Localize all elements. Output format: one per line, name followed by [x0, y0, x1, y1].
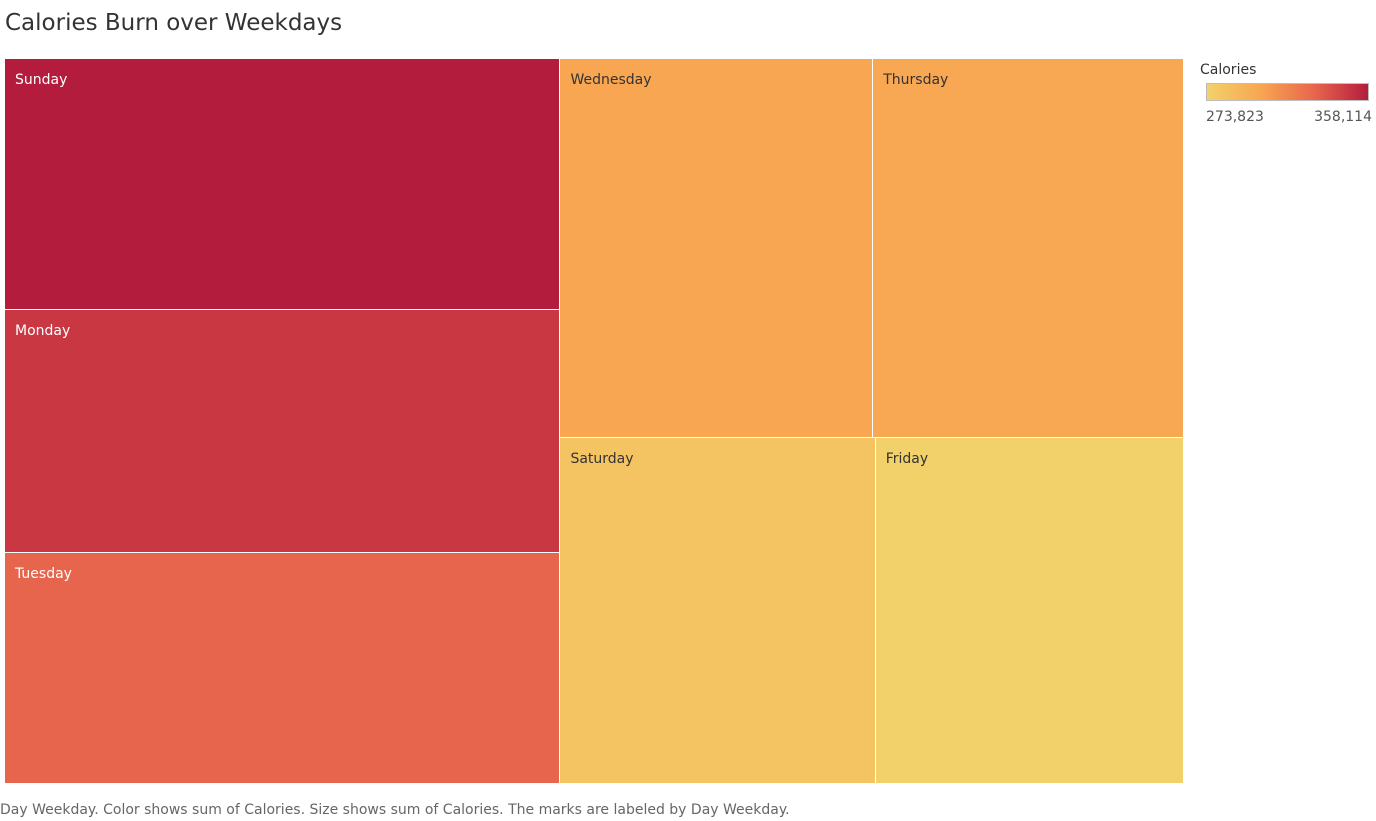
tile-label-saturday: Saturday [570, 451, 634, 468]
tile-label-friday: Friday [885, 451, 929, 468]
tile-label-tuesday: Tuesday [15, 565, 72, 582]
treemap-tile-saturday[interactable]: Saturday [560, 438, 875, 783]
treemap-tile-thursday[interactable]: Thursday [873, 59, 1183, 438]
tile-label-monday: Monday [15, 322, 71, 339]
chart-title: Calories Burn over Weekdays [5, 10, 343, 36]
legend-min-value: 273,823 [1206, 109, 1264, 125]
legend-title: Calories [1200, 62, 1257, 78]
treemap-tile-tuesday[interactable]: Tuesday [5, 552, 560, 783]
treemap-tile-sunday[interactable]: Sunday [5, 59, 560, 309]
color-legend: Calories 273,823 358,114 [1200, 62, 1372, 125]
tile-label-wednesday: Wednesday [570, 72, 652, 88]
treemap: Sunday Monday Tuesday Wednesday Thursday Satu… [5, 59, 1184, 784]
chart-caption: Day Weekday. Color shows sum of Calories… [0, 802, 790, 818]
treemap-tile-wednesday[interactable]: Wednesday [560, 59, 873, 438]
tile-label-thursday: Thursday [883, 72, 949, 88]
tile-label-sunday: Sunday [15, 72, 68, 88]
treemap-tile-friday[interactable]: Friday [875, 438, 1183, 783]
legend-gradient-bar [1206, 83, 1369, 101]
legend-max-value: 358,114 [1314, 109, 1372, 125]
treemap-tile-monday[interactable]: Monday [5, 309, 560, 552]
